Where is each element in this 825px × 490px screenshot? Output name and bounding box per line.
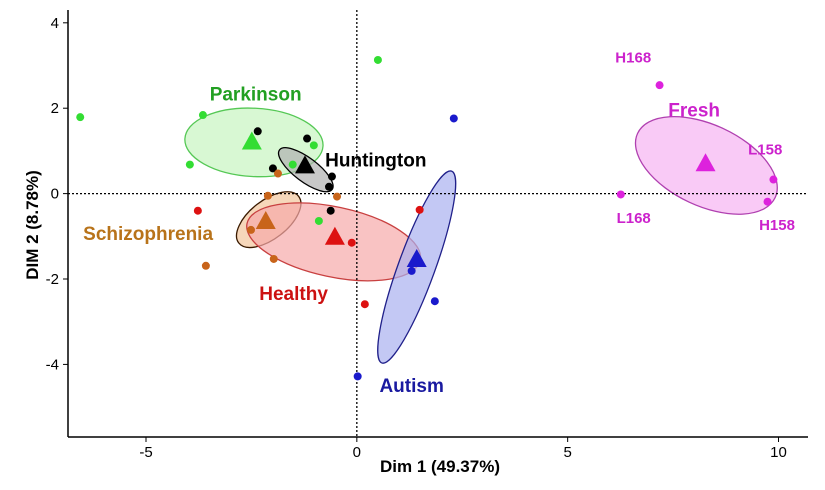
y-tick-label: 0 [51,186,59,203]
point-fresh [655,81,664,90]
point-autism [407,266,416,275]
point-label: L158 [748,142,782,159]
group-label-healthy: Healthy [259,284,328,305]
group-label-autism: Autism [379,376,443,397]
y-tick-label: 4 [51,15,59,32]
point-huntington [303,134,312,143]
x-axis-label: Dim 1 (49.37%) [380,457,500,476]
group-label-huntington: Huntington [325,150,426,171]
group-labels: Parkinson Huntington Schizophrenia Healthy A… [83,49,795,396]
centroid-fresh [695,153,716,172]
point-fresh [769,175,778,184]
x-tick-label: -5 [139,444,152,461]
point-parkinson [198,111,207,120]
centroid-healthy [324,226,345,245]
point-label: H168 [615,49,651,66]
x-tick-label: 10 [770,444,787,461]
point-autism [449,114,458,123]
group-label-parkinson: Parkinson [210,85,302,106]
ellipse-autism [377,170,457,364]
x-tick-label: 5 [563,444,571,461]
y-tick-label: -4 [46,356,59,373]
point-huntington [327,172,336,181]
point-schizophrenia [201,261,210,270]
point-fresh [763,197,772,206]
point-parkinson [76,113,85,122]
point-healthy [360,300,369,309]
point-schizophrenia [263,191,272,200]
point-huntington [325,182,334,191]
point-parkinson [309,141,318,150]
group-label-fresh: Fresh [668,100,720,121]
centroid-autism [406,248,427,267]
point-healthy [347,238,356,247]
point-schizophrenia [333,192,342,201]
group-label-schizophrenia: Schizophrenia [83,224,213,245]
point-parkinson [185,160,194,169]
confidence-ellipses [184,107,778,364]
point-schizophrenia [273,169,282,178]
point-huntington [326,206,335,215]
x-tick-label: 0 [353,444,361,461]
y-tick-label: -2 [46,271,59,288]
point-schizophrenia [246,225,255,234]
axes: -5 0 5 10 4 2 0 -2 -4 [46,10,808,461]
y-tick-label: 2 [51,100,59,117]
point-healthy [193,206,202,215]
centroid-schizophrenia [255,210,276,229]
point-label: H158 [759,217,795,234]
point-huntington [253,127,262,136]
point-parkinson [314,216,323,225]
centroid-huntington [294,155,315,174]
point-huntington [268,164,277,173]
point-parkinson [288,160,297,169]
point-fresh [616,190,625,199]
point-label: L168 [617,210,651,227]
reference-lines [68,10,808,437]
point-autism [430,297,439,306]
y-axis-label: DIM 2 (8.78%) [23,170,42,280]
point-parkinson [373,55,382,64]
centroid-parkinson [241,131,262,150]
point-healthy [415,205,424,214]
point-schizophrenia [269,254,278,263]
point-autism [353,372,362,381]
data-points [76,55,778,381]
